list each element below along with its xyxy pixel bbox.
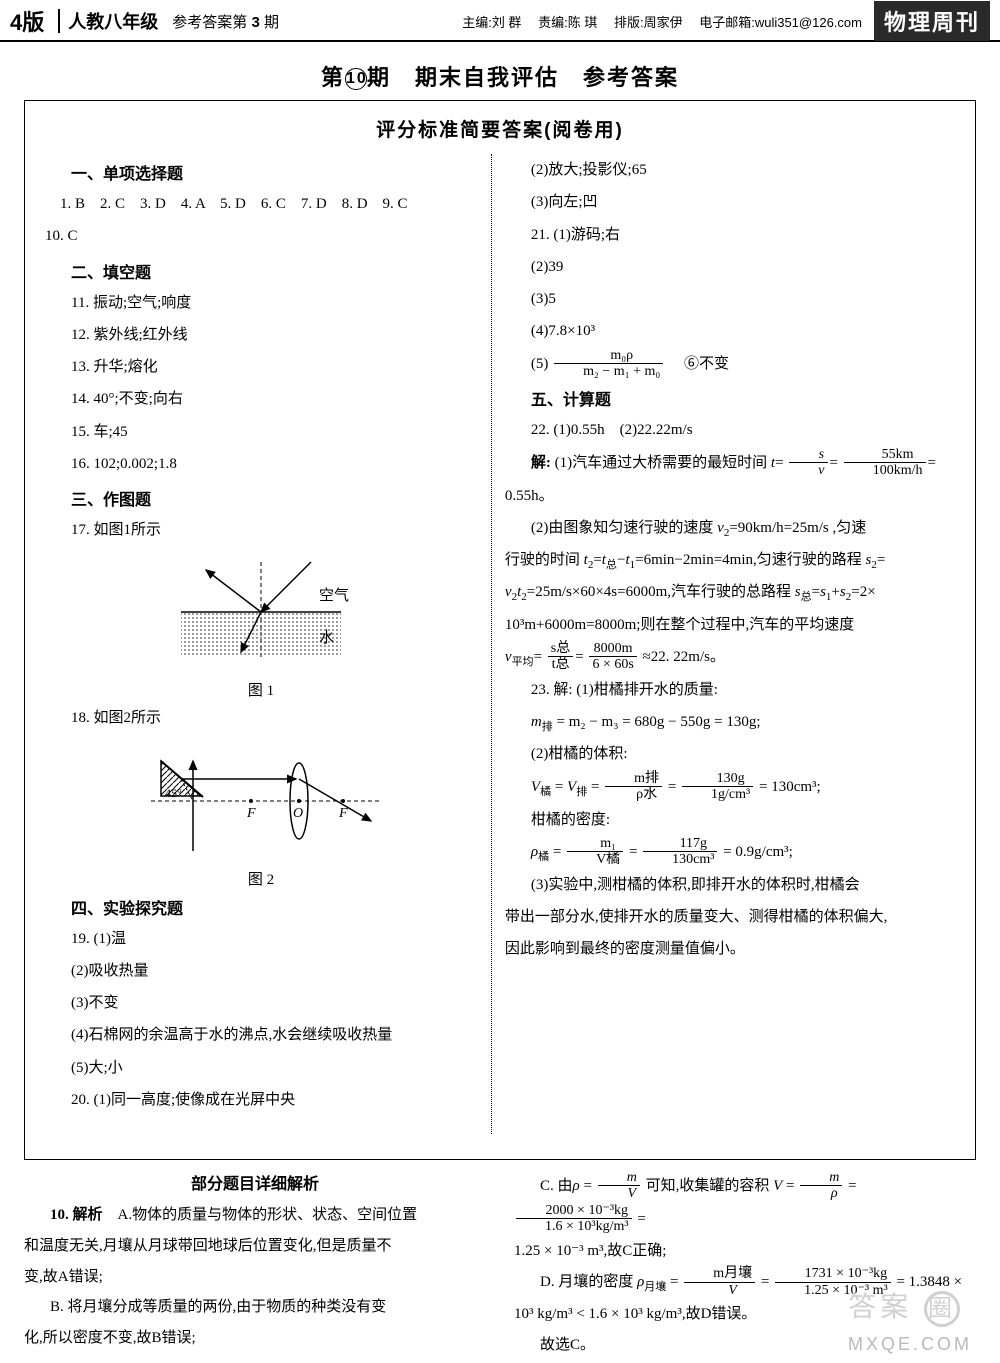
q22-sol-2b: 行驶的时间 t2=t总−t1=6min−2min=4min,匀速行驶的路程 s2… — [505, 544, 955, 576]
q17: 17. 如图1所示 — [45, 514, 477, 546]
r-line-6: (4)7.8×10³ — [505, 315, 955, 347]
section-3-heading: 三、作图题 — [71, 486, 477, 510]
section-5-heading: 五、计算题 — [531, 386, 955, 410]
header-separator — [58, 9, 60, 33]
mc-answers-line2: 10. C — [45, 220, 477, 252]
q19-3: (3)不变 — [45, 987, 477, 1019]
q22-sol-2d: 10³m+6000m=8000m;则在整个过程中,汽车的平均速度 — [505, 609, 955, 641]
q23-b: m排 = m₂ − m₃ = 680g − 550g = 130g; — [505, 706, 955, 738]
q23-i: 因此影响到最终的密度测量值偏小。 — [505, 933, 955, 965]
q22-sol-2a: (2)由图象知匀速行驶的速度 v2=90km/h=25m/s ,匀速 — [505, 512, 955, 544]
left-column: 一、单项选择题 1. B 2. C 3. D 4. A 5. D 6. C 7.… — [45, 154, 491, 1134]
bottom-title: 部分题目详细解析 — [24, 1170, 486, 1194]
q12: 12. 紫外线;红外线 — [45, 319, 477, 351]
lens-diagram-icon: F O F 45° — [131, 741, 391, 861]
bottom-left-column: 部分题目详细解析 10. 解析 A.物体的质量与物体的形状、状态、空间位置 和温… — [24, 1170, 486, 1361]
q19-5: (5)大;小 — [45, 1052, 477, 1084]
box-subtitle: 评分标准简要答案(阅卷用) — [45, 115, 955, 142]
q11: 11. 振动;空气;响度 — [45, 287, 477, 319]
q16: 16. 102;0.002;1.8 — [45, 448, 477, 480]
q19-4: (4)石棉网的余温高于水的沸点,水会继续吸收热量 — [45, 1019, 477, 1051]
q23-e: 柑橘的密度: — [505, 804, 955, 836]
right-column: (2)放大;投影仪;65 (3)向左;凹 21. (1)游码;右 (2)39 (… — [491, 154, 955, 1134]
b10-a: 10. 解析 A.物体的质量与物体的形状、状态、空间位置 — [24, 1200, 486, 1231]
q14: 14. 40°;不变;向右 — [45, 383, 477, 415]
page-header: 4版 人教八年级 参考答案第 3 期 主编:刘 群 责编:陈 琪 排版:周家伊 … — [0, 0, 1000, 42]
q23-c: (2)柑橘的体积: — [505, 738, 955, 770]
r-line-4: (2)39 — [505, 251, 955, 283]
q23-g: (3)实验中,测柑橘的体积,即排开水的体积时,柑橘会 — [505, 869, 955, 901]
brc-line1: C. 由ρ = mV 可知,收集罐的容积 V = mρ = 2000 × 10⁻… — [514, 1170, 976, 1236]
q19-1: 19. (1)温 — [45, 923, 477, 955]
r-line-3: 21. (1)游码;右 — [505, 219, 955, 251]
svg-text:水: 水 — [319, 629, 334, 646]
q15: 15. 车;45 — [45, 416, 477, 448]
watermark-url: MXQE.COM — [848, 1334, 972, 1355]
q22-sol-1b: 0.55h。 — [505, 480, 955, 512]
mc-answers-line1: 1. B 2. C 3. D 4. A 5. D 6. C 7. D 8. D … — [45, 188, 477, 220]
b10-e: 化,所以密度不变,故B错误; — [24, 1323, 486, 1354]
two-column-layout: 一、单项选择题 1. B 2. C 3. D 4. A 5. D 6. C 7.… — [45, 154, 955, 1134]
publication-logo: 物理周刊 — [874, 1, 990, 41]
refraction-diagram-icon: 空气 水 — [151, 552, 371, 672]
fraction: m₀ρ m₂ − m₁ + m₀ — [554, 348, 663, 381]
detailed-analysis: 部分题目详细解析 10. 解析 A.物体的质量与物体的形状、状态、空间位置 和温… — [24, 1170, 976, 1361]
q22-sol-2c: v2t2=25m/s×60×4s=6000m,汽车行驶的总路程 s总=s1+s2… — [505, 576, 955, 608]
page-title: 第10期 期末自我评估 参考答案 — [0, 42, 1000, 100]
column-divider — [491, 154, 492, 1134]
brc-line2: 1.25 × 10⁻³ m³,故C正确; — [514, 1236, 976, 1267]
b10-d: B. 将月壤分成等质量的两份,由于物质的种类没有变 — [24, 1292, 486, 1323]
r-line-7: (5) m₀ρ m₂ − m₁ + m₀ ⑥不变 — [505, 348, 955, 381]
credits: 主编:刘 群 责编:陈 琪 排版:周家伊 电子邮箱:wuli351@126.co… — [462, 12, 862, 31]
figure-1: 空气 水 图 1 — [45, 552, 477, 700]
svg-text:45°: 45° — [165, 786, 182, 800]
q13: 13. 升华;熔化 — [45, 351, 477, 383]
svg-text:O: O — [293, 806, 303, 821]
section-2-heading: 二、填空题 — [71, 259, 477, 283]
q22-sol-2e: v平均= s总t总= 8000m6 × 60s ≈22. 22m/s。 — [505, 641, 955, 674]
bottom-right-column: C. 由ρ = mV 可知,收集罐的容积 V = mρ = 2000 × 10⁻… — [514, 1170, 976, 1361]
svg-text:空气: 空气 — [319, 587, 349, 604]
answer-box: 评分标准简要答案(阅卷用) 一、单项选择题 1. B 2. C 3. D 4. … — [24, 100, 976, 1160]
figure-2-caption: 图 2 — [45, 868, 477, 889]
q23-h: 带出一部分水,使排开水的质量变大、测得柑橘的体积偏大, — [505, 901, 955, 933]
issue-label: 参考答案第 3 期 — [172, 11, 279, 32]
watermark-logo: 答案 圈 — [848, 1285, 960, 1327]
q19-2: (2)吸收热量 — [45, 955, 477, 987]
q23-f: ρ橘 = m₁V橘 = 117g130cm³ = 0.9g/cm³; — [505, 836, 955, 869]
figure-2: F O F 45° 图 2 — [45, 741, 477, 889]
r-line-2: (3)向左;凹 — [505, 186, 955, 218]
r-line-1: (2)放大;投影仪;65 — [505, 154, 955, 186]
edition-label: 4版 — [10, 5, 44, 37]
svg-text:F: F — [338, 806, 348, 821]
q22-sol-1: 解: (1)汽车通过大桥需要的最短时间 t= sv= 55km100km/h= — [505, 447, 955, 480]
b10-c: 变,故A错误; — [24, 1262, 486, 1293]
q22-summary: 22. (1)0.55h (2)22.22m/s — [505, 414, 955, 446]
b10-b: 和温度无关,月壤从月球带回地球后位置变化,但是质量不 — [24, 1231, 486, 1262]
q18: 18. 如图2所示 — [45, 702, 477, 734]
svg-text:F: F — [246, 806, 256, 821]
figure-1-caption: 图 1 — [45, 679, 477, 700]
q20-1: 20. (1)同一高度;使像成在光屏中央 — [45, 1084, 477, 1116]
issue-number-circled: 10 — [345, 68, 367, 90]
r-line-5: (3)5 — [505, 283, 955, 315]
section-4-heading: 四、实验探究题 — [71, 895, 477, 919]
q23-a: 23. 解: (1)柑橘排开水的质量: — [505, 674, 955, 706]
section-1-heading: 一、单项选择题 — [71, 160, 477, 184]
q23-d: V橘 = V排 = m排ρ水 = 130g1g/cm³ = 130cm³; — [505, 771, 955, 804]
grade-label: 人教八年级 — [68, 8, 158, 34]
